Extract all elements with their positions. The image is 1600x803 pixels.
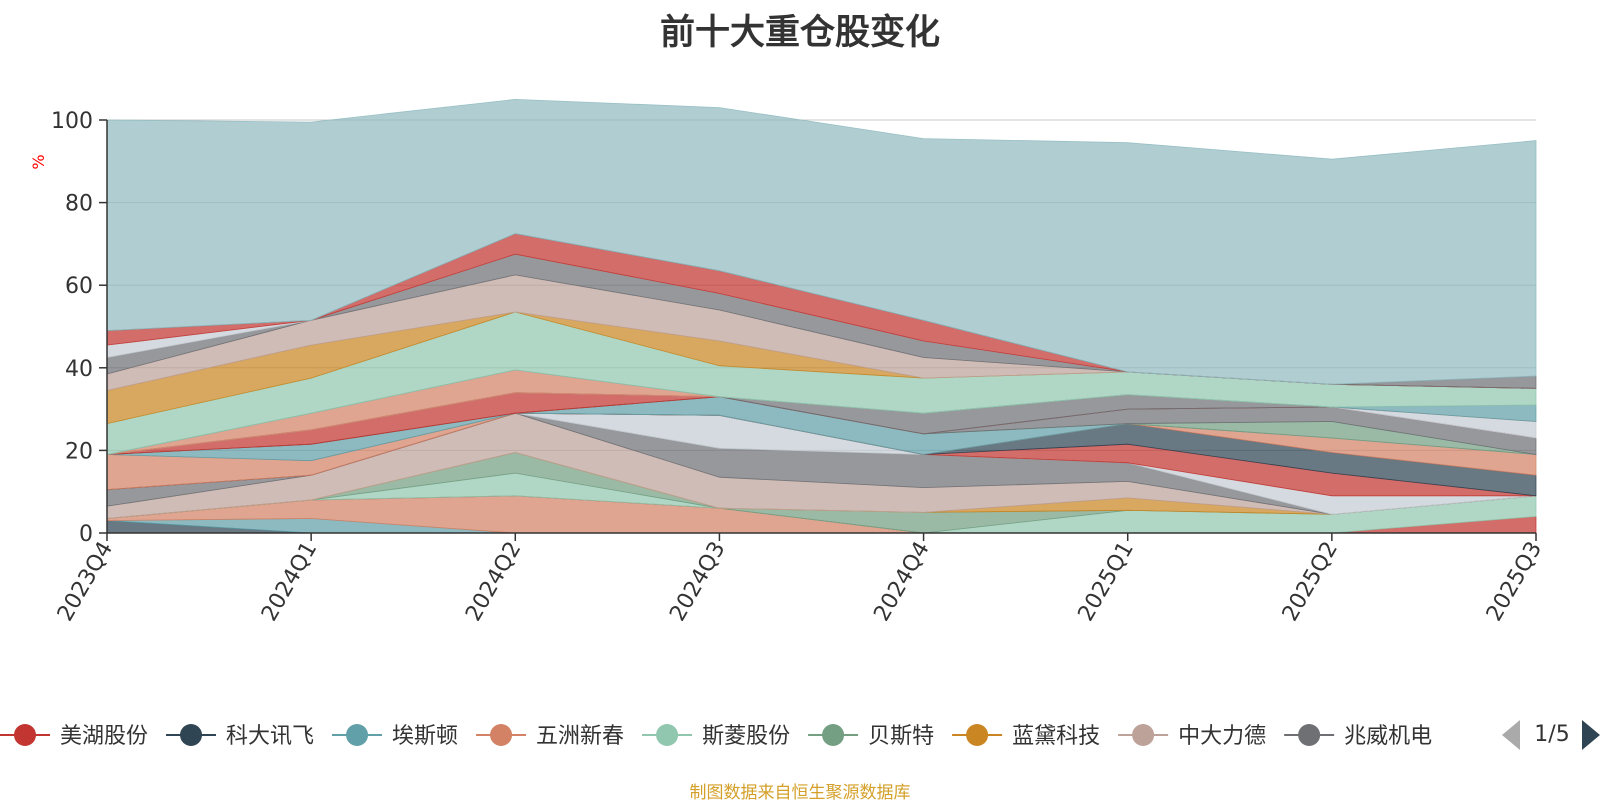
legend-prev-icon[interactable] [1502, 720, 1520, 750]
x-tick-label: 2025Q1 [1074, 538, 1139, 626]
chart-title: 前十大重仓股变化 [659, 13, 940, 53]
legend-item[interactable]: 蓝黛科技 [952, 724, 1100, 749]
legend-label: 美湖股份 [60, 724, 148, 749]
legend-item[interactable]: 兆威机电 [1284, 724, 1432, 749]
legend-marker [1132, 724, 1155, 746]
stacked-areas [106, 98, 1537, 534]
legend-item[interactable]: 中大力德 [1118, 724, 1266, 749]
x-tick-label: 2023Q4 [53, 538, 118, 626]
y-tick-label: 80 [65, 192, 93, 217]
legend-marker [14, 724, 36, 746]
y-tick-label: 40 [65, 357, 93, 382]
legend-label: 五洲新春 [536, 724, 624, 749]
y-tick-label: 60 [65, 274, 93, 299]
legend-marker [346, 724, 369, 746]
legend-pager[interactable]: 1/5 [1502, 720, 1600, 750]
y-tick-label: 100 [51, 109, 93, 134]
legend-marker [822, 724, 845, 746]
x-tick-label: 2024Q2 [461, 538, 526, 626]
legend-item[interactable]: 美湖股份 [0, 724, 148, 749]
legend-marker [966, 724, 989, 746]
source-note: 制图数据来自恒生聚源数据库 [689, 783, 911, 803]
y-tick-label: 20 [65, 439, 93, 464]
legend-label: 科大讯飞 [226, 724, 314, 749]
legend-marker [490, 724, 513, 746]
y-axis-unit: % [29, 154, 48, 169]
legend-next-icon[interactable] [1582, 720, 1600, 750]
x-tick-label: 2024Q3 [665, 538, 730, 626]
legend-label: 贝斯特 [868, 724, 934, 749]
legend-item[interactable]: 贝斯特 [808, 724, 934, 749]
legend-marker [656, 724, 679, 746]
legend-label: 兆威机电 [1344, 724, 1432, 749]
legend-item[interactable]: 埃斯顿 [332, 724, 458, 749]
y-tick-label: 0 [79, 522, 93, 547]
legend[interactable]: 美湖股份 科大讯飞 埃斯顿 五洲新春 斯菱股份 贝斯特 蓝黛科技 中大力德 兆威机电 [0, 724, 1432, 749]
legend-label: 斯菱股份 [702, 724, 790, 749]
area-series [106, 98, 1537, 385]
x-tick-label: 2024Q1 [257, 538, 322, 626]
legend-page-indicator: 1/5 [1534, 722, 1569, 747]
x-tick-label: 2025Q2 [1278, 538, 1343, 626]
legend-label: 蓝黛科技 [1012, 724, 1100, 749]
legend-label: 埃斯顿 [392, 724, 458, 749]
legend-item[interactable]: 科大讯飞 [166, 724, 314, 749]
legend-marker [1298, 724, 1321, 746]
legend-item[interactable]: 斯菱股份 [642, 724, 790, 749]
legend-label: 中大力德 [1178, 724, 1266, 749]
x-tick-label: 2025Q3 [1482, 538, 1547, 626]
x-tick-label: 2024Q4 [869, 538, 934, 626]
legend-item[interactable]: 五洲新春 [476, 724, 624, 749]
legend-marker [180, 724, 203, 746]
